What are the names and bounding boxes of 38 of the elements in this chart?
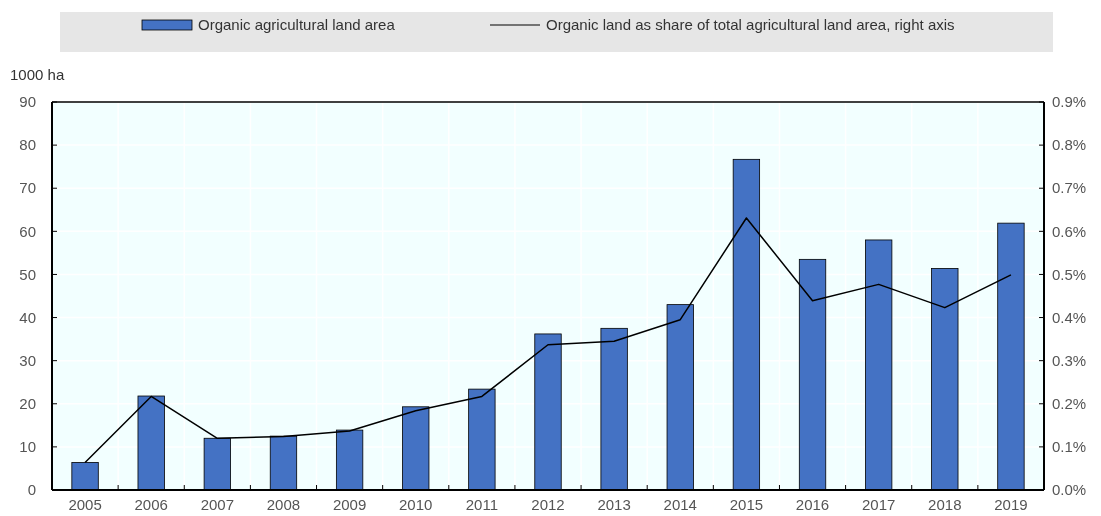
y2-tick-label: 0.2% xyxy=(1052,395,1087,413)
y-tick-label: 30 xyxy=(19,351,36,369)
x-tick-label: 2007 xyxy=(200,496,235,513)
y-tick-label: 80 xyxy=(19,136,36,154)
y-tick-label: 40 xyxy=(19,308,36,326)
legend-label: Organic agricultural land area xyxy=(198,16,396,33)
y2-tick-label: 0.8% xyxy=(1052,136,1087,154)
x-tick-label: 2008 xyxy=(266,496,301,513)
y2-tick-label: 0.3% xyxy=(1052,351,1087,369)
y2-tick-label: 0.4% xyxy=(1052,308,1087,326)
x-tick-label: 2005 xyxy=(68,496,102,513)
y-tick-label: 50 xyxy=(19,265,36,283)
y2-tick-label: 0.6% xyxy=(1052,222,1087,240)
y2-tick-label: 0.7% xyxy=(1052,179,1087,197)
y2-tick-label: 0.5% xyxy=(1052,265,1087,283)
y2-tick-label: 0.0% xyxy=(1052,481,1087,499)
y-tick-label: 70 xyxy=(19,179,36,197)
x-tick-label: 2017 xyxy=(861,496,896,513)
y-tick-label: 90 xyxy=(19,93,36,111)
y-tick-label: 0 xyxy=(27,481,36,499)
y-axis-title: 1000 ha xyxy=(10,66,65,83)
y2-tick-label: 0.1% xyxy=(1052,438,1087,456)
x-tick-label: 2013 xyxy=(597,496,631,513)
x-tick-label: 2006 xyxy=(134,496,168,513)
x-tick-label: 2011 xyxy=(465,496,498,513)
y-tick-label: 60 xyxy=(19,222,36,240)
x-tick-label: 2010 xyxy=(399,496,433,513)
x-tick-label: 2012 xyxy=(531,496,565,513)
x-tick-label: 2016 xyxy=(795,496,830,513)
x-tick-label: 2014 xyxy=(663,496,697,513)
y-tick-label: 20 xyxy=(19,395,36,413)
y2-tick-label: 0.9% xyxy=(1052,93,1087,111)
legend-label: Organic land as share of total agricultural land area, right axis xyxy=(546,16,955,33)
x-tick-label: 2018 xyxy=(928,496,962,513)
y-tick-label: 10 xyxy=(19,438,36,456)
x-tick-label: 2019 xyxy=(994,496,1028,513)
x-tick-label: 2009 xyxy=(332,496,367,513)
x-tick-label: 2015 xyxy=(729,496,764,513)
